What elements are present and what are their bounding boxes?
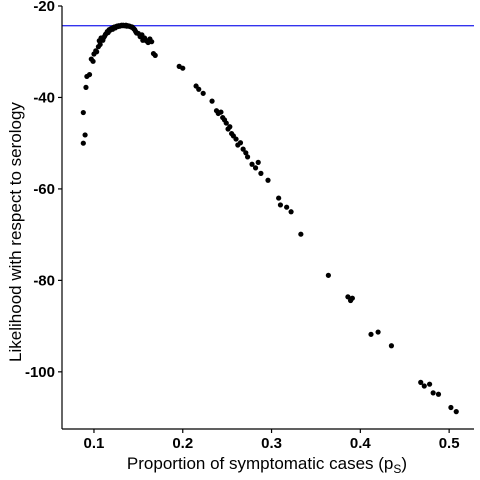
x-tick-label: 0.1: [84, 435, 105, 452]
data-point: [288, 209, 294, 215]
data-point: [258, 170, 264, 176]
data-point: [94, 49, 100, 55]
x-tick-label: 0.3: [261, 435, 282, 452]
data-point: [448, 404, 454, 411]
data-point: [243, 150, 249, 156]
data-point: [325, 272, 331, 278]
data-point: [388, 343, 395, 349]
data-point: [427, 381, 433, 387]
y-axis-title: Likelihood with respect to serology: [6, 102, 25, 362]
y-tick-label: -60: [33, 181, 55, 198]
data-point: [249, 161, 255, 167]
data-point: [82, 132, 88, 138]
data-point: [180, 65, 186, 71]
data-point: [209, 98, 215, 104]
y-tick-label: -20: [33, 0, 55, 15]
x-tick-label: 0.5: [439, 435, 460, 452]
data-point: [237, 140, 244, 146]
axes: 0.1 0.2 0.3 0.4 0.5 -20 -40 -60 -80 -100: [25, 0, 474, 452]
data-point: [80, 140, 86, 146]
data-point: [368, 331, 374, 337]
y-tick-label: -80: [33, 272, 55, 289]
data-point: [345, 294, 351, 300]
data-point: [265, 177, 271, 183]
data-point: [90, 58, 96, 64]
data-point: [453, 409, 459, 415]
data-point: [276, 195, 282, 201]
data-point: [349, 295, 355, 301]
y-tick-label: -40: [33, 89, 55, 106]
x-tick-label: 0.2: [172, 435, 193, 452]
data-point: [233, 136, 239, 142]
data-point: [240, 146, 246, 152]
data-point: [218, 109, 224, 115]
data-point: [284, 204, 290, 210]
data-point: [255, 159, 261, 165]
data-point: [86, 71, 93, 78]
data-point: [97, 41, 103, 48]
data-point: [196, 86, 202, 92]
data-point: [227, 124, 233, 130]
data-point: [200, 90, 206, 96]
x-axis-title: Proportion of symptomatic cases (pS): [127, 454, 407, 476]
data-point: [152, 52, 158, 58]
data-point: [80, 109, 86, 116]
data-point: [244, 154, 251, 160]
data-point: [418, 379, 424, 385]
data-point: [149, 39, 155, 45]
data-point: [435, 391, 442, 397]
x-tick-label: 0.4: [350, 435, 372, 452]
y-tick-label: -100: [25, 364, 55, 381]
data-point: [430, 390, 436, 396]
data-point: [298, 231, 304, 237]
data-point: [375, 329, 381, 335]
plot-area: [62, 22, 474, 415]
data-point: [277, 202, 284, 208]
data-point: [252, 165, 259, 171]
data-point: [223, 120, 229, 126]
data-point: [83, 84, 89, 90]
data-point: [421, 383, 427, 389]
